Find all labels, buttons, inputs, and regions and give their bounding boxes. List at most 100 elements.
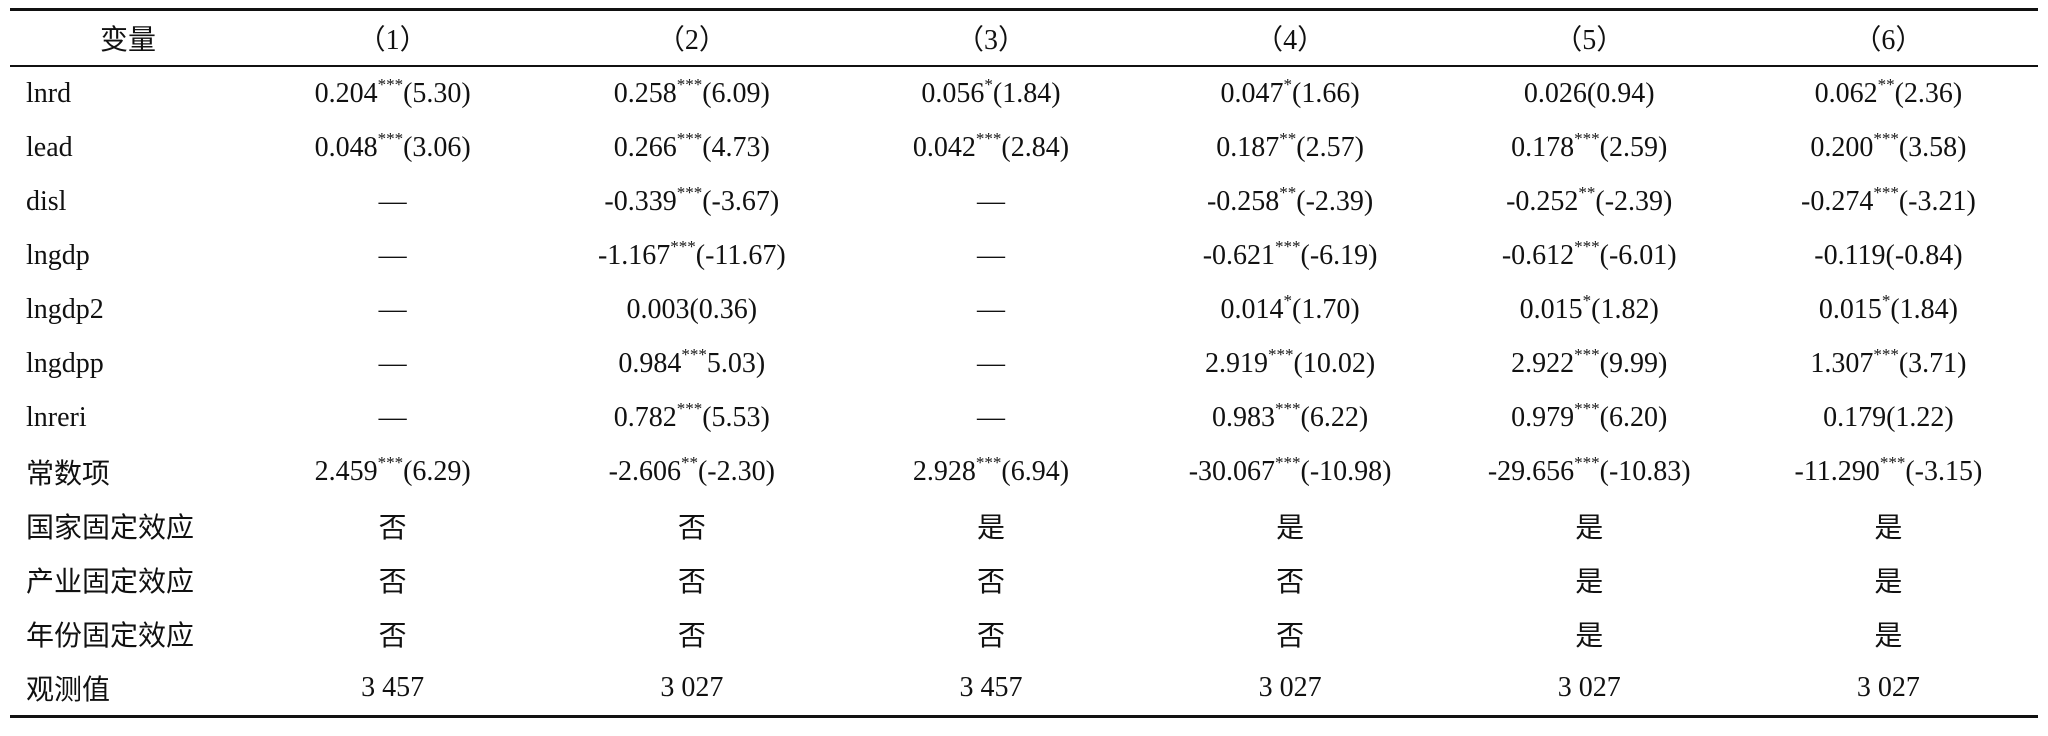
cell: -1.167***(-11.67) (542, 229, 841, 283)
coefficient: 0.983 (1212, 402, 1276, 433)
cell: 是 (1276, 513, 1305, 544)
cell: 1.307***(3.71) (1739, 337, 2038, 391)
row-label: 观测值 (26, 675, 111, 706)
coefficient: 1.307 (1810, 348, 1874, 379)
t-statistic: (10.02) (1293, 348, 1376, 379)
coefficient: 0.015 (1818, 294, 1882, 325)
coefficient: 0.266 (613, 132, 677, 163)
cell: — (378, 240, 407, 271)
cell: 0.015*(1.82) (1440, 283, 1739, 337)
coefficient: 0.979 (1511, 402, 1575, 433)
significance: *** (1873, 129, 1899, 148)
t-statistic: (5.30) (403, 78, 471, 109)
cell: 否 (677, 513, 706, 544)
t-statistic: (6.09) (702, 78, 770, 109)
t-statistic: (-6.19) (1300, 240, 1378, 271)
cell: 是 (1575, 513, 1604, 544)
cell: 2.919***(10.02) (1141, 337, 1440, 391)
cell: 是 (1575, 567, 1604, 598)
cell: — (976, 348, 1005, 379)
significance: *** (1574, 129, 1600, 148)
t-statistic: (-11.67) (695, 240, 786, 271)
cell: 3 457 (959, 672, 1023, 703)
header-cell: 变量 (100, 25, 157, 56)
table-row: 常数项 2.459***(6.29) -2.606**(-2.30) 2.928***… (10, 445, 2038, 499)
t-statistic: (-2.39) (1595, 186, 1673, 217)
t-statistic: (3.71) (1898, 348, 1967, 379)
table-row: lead 0.048***(3.06) 0.266***(4.73) 0.042***… (10, 121, 2038, 175)
significance: *** (1275, 237, 1301, 256)
significance: * (1283, 291, 1293, 310)
t-statistic: (-3.21) (1898, 186, 1976, 217)
t-statistic: (1.84) (992, 78, 1061, 109)
cell: 是 (1874, 567, 1903, 598)
cell: 是 (1575, 621, 1604, 652)
table-row: disl — -0.339***(-3.67) — -0.258**(-2.39) -0.… (10, 175, 2038, 229)
cell: -0.258**(-2.39) (1141, 175, 1440, 229)
cell: 0.979***(6.20) (1440, 391, 1739, 445)
row-label: 常数项 (26, 459, 111, 490)
cell: — (976, 240, 1005, 271)
header-cell: （4） (1255, 25, 1326, 56)
header-cell: （5） (1554, 25, 1625, 56)
significance: * (984, 75, 993, 94)
cell: 否 (1276, 621, 1305, 652)
t-statistic: (6.22) (1300, 402, 1369, 433)
significance: *** (681, 345, 707, 364)
cell: 0.026(0.94) (1523, 78, 1655, 109)
cell: 否 (378, 567, 407, 598)
significance: *** (975, 129, 1002, 148)
t-statistic: (2.59) (1599, 132, 1668, 163)
t-statistic: (4.73) (702, 132, 770, 163)
cell: 0.015*(1.84) (1739, 283, 2038, 337)
regression-table: 变量 （1） （2） （3） （4） （5） （6） lnrd 0.204***(5.30) 0… (10, 8, 2038, 718)
row-label: 国家固定效应 (26, 513, 195, 544)
cell: — (976, 402, 1005, 433)
coefficient: -11.290 (1794, 456, 1880, 487)
coefficient: -2.606 (608, 456, 681, 487)
t-statistic: (-2.30) (697, 456, 775, 487)
row-label: lead (26, 132, 73, 163)
cell: 0.048***(3.06) (243, 121, 542, 175)
significance: *** (676, 129, 703, 148)
table-row: 国家固定效应 否 否 是 是 是 是 (10, 499, 2038, 553)
significance: *** (1574, 345, 1600, 364)
t-statistic: (6.29) (403, 456, 471, 487)
cell: -0.274***(-3.21) (1739, 175, 2038, 229)
cell: 0.266***(4.73) (542, 121, 841, 175)
significance: *** (1873, 183, 1899, 202)
coefficient: 0.200 (1810, 132, 1874, 163)
table-row: lngdpp —0.984***5.03) —2.919***(10.02) 2.92… (10, 337, 2038, 391)
t-statistic: (-3.15) (1905, 456, 1983, 487)
cell: 0.179(1.22) (1823, 402, 1954, 433)
significance: *** (1574, 237, 1600, 256)
header-cell: （1） (357, 25, 428, 56)
table-row: lngdp — -1.167***(-11.67) — -0.621***(-6.19)… (10, 229, 2038, 283)
coefficient: -0.258 (1206, 186, 1280, 217)
t-statistic: (3.06) (403, 132, 471, 163)
significance: *** (1275, 453, 1301, 472)
cell: 否 (677, 567, 706, 598)
t-statistic: (2.36) (1894, 78, 1963, 109)
coefficient: -0.252 (1506, 186, 1579, 217)
coefficient: 2.459 (314, 456, 378, 487)
coefficient: 0.984 (618, 348, 682, 379)
significance: * (1881, 291, 1891, 310)
cell: 3 457 (361, 672, 425, 703)
cell: 否 (1276, 567, 1305, 598)
significance: *** (676, 399, 703, 418)
t-statistic: (9.99) (1599, 348, 1668, 379)
cell: 3 027 (1557, 672, 1621, 703)
coefficient: -0.621 (1202, 240, 1276, 271)
coefficient: 2.922 (1511, 348, 1575, 379)
cell: — (378, 294, 407, 325)
table-row: 年份固定效应 否 否 否 否 是 是 (10, 607, 2038, 661)
significance: ** (1279, 183, 1297, 202)
table-row: lnrd 0.204***(5.30) 0.258***(6.09) 0.056*(1… (10, 66, 2038, 121)
table-wrap: 变量 （1） （2） （3） （4） （5） （6） lnrd 0.204***(5.30) 0… (10, 8, 2038, 718)
significance: *** (377, 75, 404, 94)
header-row: 变量 （1） （2） （3） （4） （5） （6） (10, 9, 2038, 66)
cell: -2.606**(-2.30) (542, 445, 841, 499)
significance: ** (1578, 183, 1596, 202)
coefficient: -0.339 (604, 186, 677, 217)
